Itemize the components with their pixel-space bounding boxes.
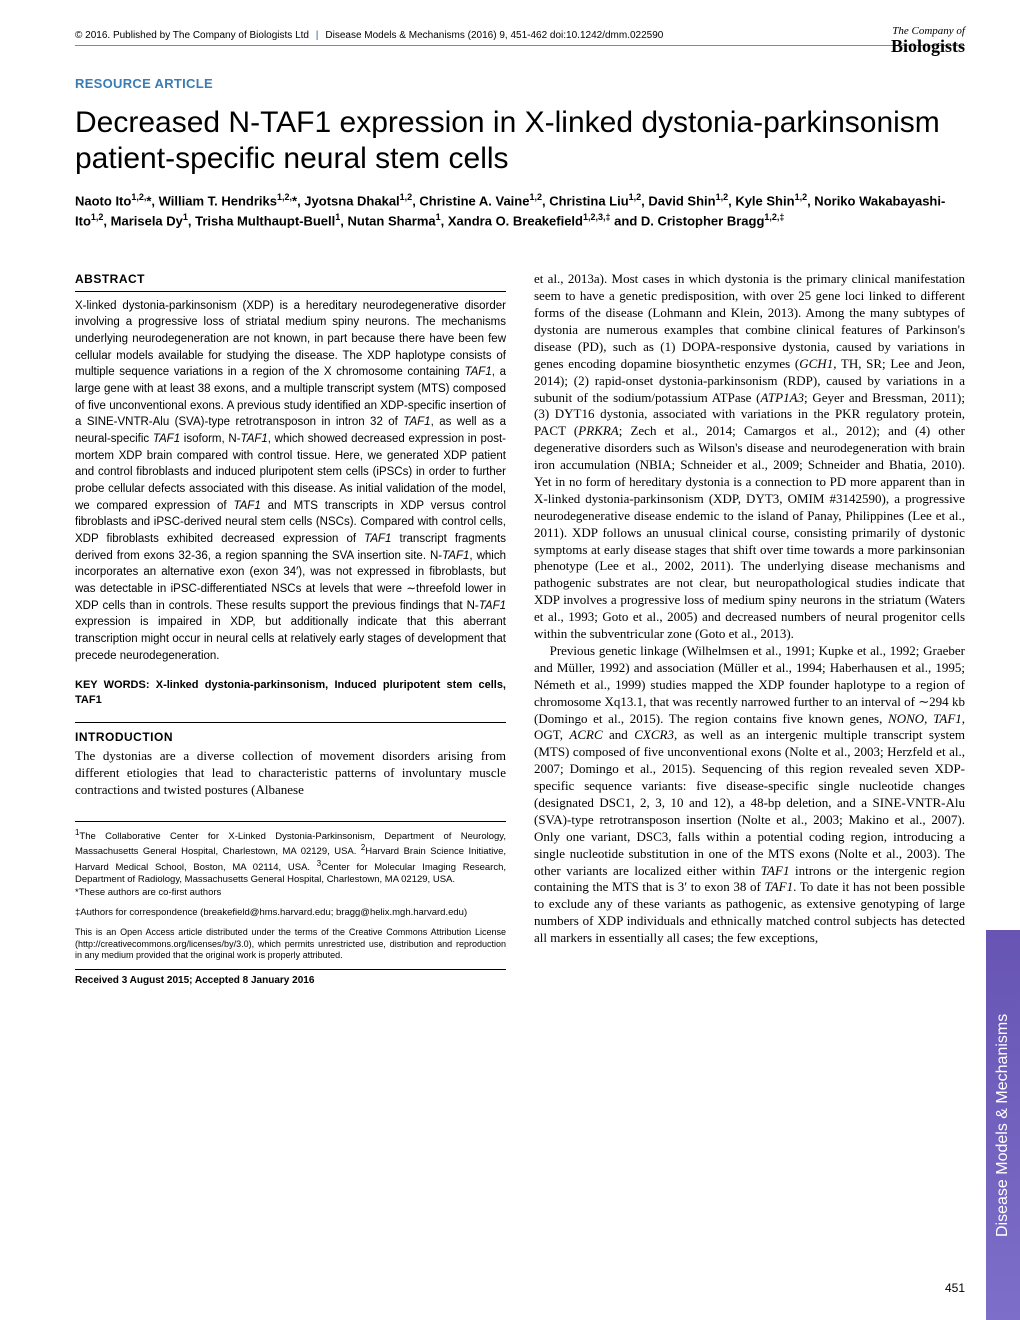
intro-para-1: The dystonias are a diverse collection o… — [75, 748, 506, 799]
abstract-body: X-linked dystonia-parkinsonism (XDP) is … — [75, 298, 506, 665]
keywords-block: KEY WORDS: X-linked dystonia-parkinsonis… — [75, 678, 506, 708]
abstract-rule — [75, 291, 506, 292]
keywords-label: KEY WORDS: — [75, 679, 149, 691]
received-dates: Received 3 August 2015; Accepted 8 Janua… — [75, 969, 506, 987]
license-text: This is an Open Access article distribut… — [75, 927, 506, 961]
author-list: Naoto Ito1,2,*, William T. Hendriks1,2,*… — [75, 191, 965, 231]
running-header: © 2016. Published by The Company of Biol… — [75, 30, 965, 46]
page: The Company of Biologists © 2016. Publis… — [0, 0, 1020, 1320]
body-para-1: et al., 2013a). Most cases in which dyst… — [534, 271, 965, 643]
journal-side-tab: Disease Models & Mechanisms — [986, 930, 1020, 1320]
left-column: ABSTRACT X-linked dystonia-parkinsonism … — [75, 271, 506, 987]
page-number: 451 — [945, 1281, 965, 1295]
article-title: Decreased N-TAF1 expression in X-linked … — [75, 105, 965, 177]
journal-citation: Disease Models & Mechanisms (2016) 9, 45… — [325, 30, 663, 41]
copyright-text: © 2016. Published by The Company of Biol… — [75, 30, 309, 41]
publisher-logo: The Company of Biologists — [891, 26, 965, 55]
header-divider: | — [316, 30, 319, 41]
abstract-heading: ABSTRACT — [75, 271, 506, 287]
body-columns: ABSTRACT X-linked dystonia-parkinsonism … — [75, 271, 965, 987]
right-column: et al., 2013a). Most cases in which dyst… — [534, 271, 965, 987]
body-para-2: Previous genetic linkage (Wilhelmsen et … — [534, 643, 965, 947]
affiliations-block: 1The Collaborative Center for X-Linked D… — [75, 821, 506, 987]
affiliation-1: 1The Collaborative Center for X-Linked D… — [75, 828, 506, 899]
keywords-rule — [75, 722, 506, 723]
article-type-label: RESOURCE ARTICLE — [75, 76, 965, 91]
intro-heading: INTRODUCTION — [75, 729, 506, 745]
logo-bottom-text: Biologists — [891, 37, 965, 55]
correspondence-note: ‡Authors for correspondence (breakefield… — [75, 907, 506, 919]
cofirst-note: *These authors are co-first authors — [75, 887, 221, 898]
